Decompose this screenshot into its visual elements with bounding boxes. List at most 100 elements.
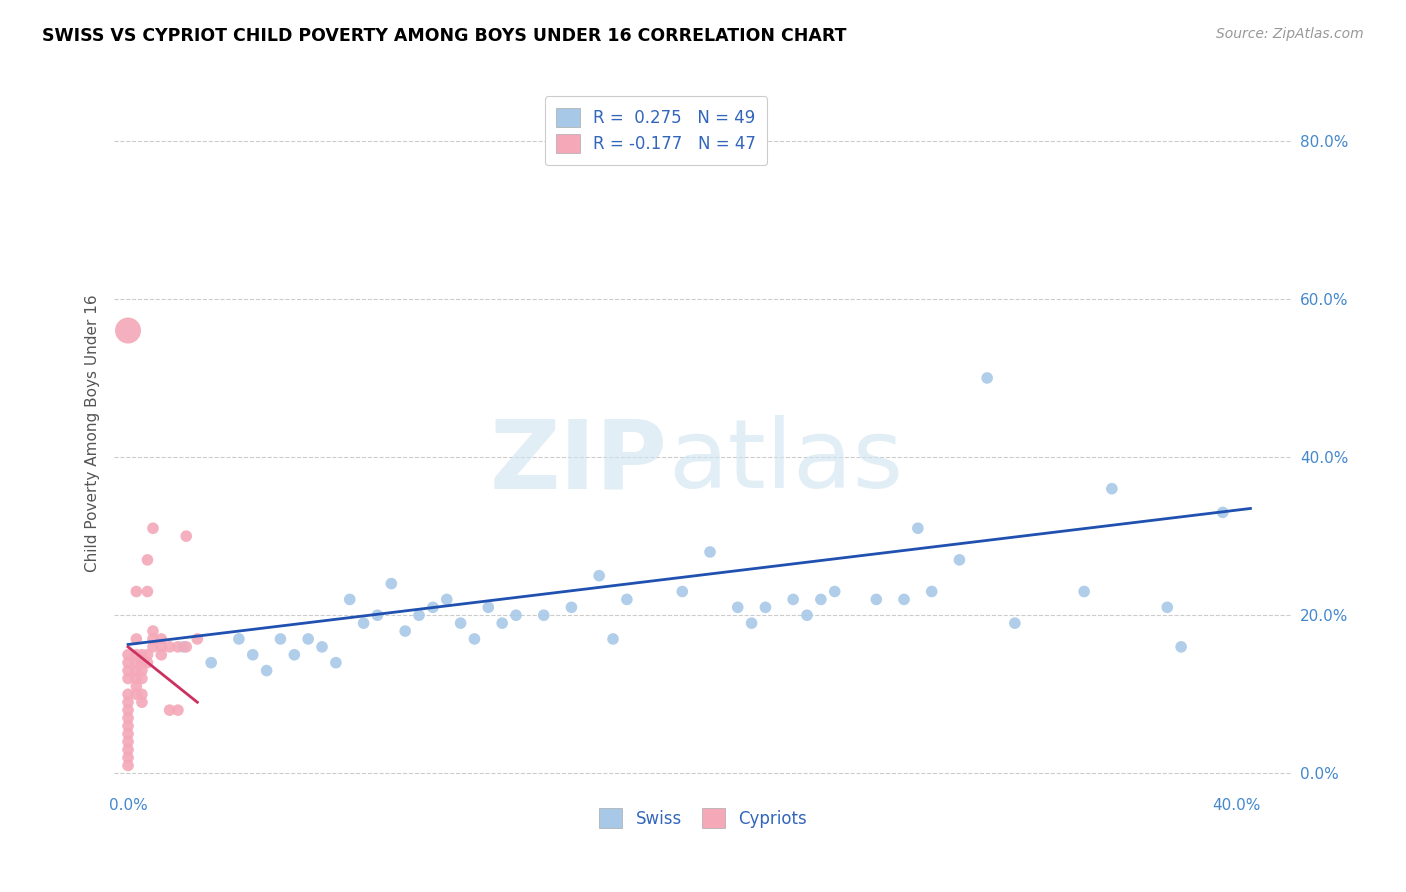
Point <box>167 640 190 654</box>
Point <box>1170 640 1192 654</box>
Point <box>893 592 915 607</box>
Point <box>200 656 222 670</box>
Point <box>131 648 153 662</box>
Point <box>353 616 375 631</box>
Point <box>125 648 148 662</box>
Point <box>159 703 181 717</box>
Text: ZIP: ZIP <box>489 416 668 508</box>
Point <box>325 656 347 670</box>
Point <box>117 735 139 749</box>
Point <box>283 648 305 662</box>
Point <box>125 632 148 646</box>
Point <box>186 632 208 646</box>
Point <box>125 672 148 686</box>
Legend: Swiss, Cypriots: Swiss, Cypriots <box>592 802 814 834</box>
Point <box>117 727 139 741</box>
Point <box>256 664 278 678</box>
Point <box>948 553 970 567</box>
Point <box>142 640 165 654</box>
Point <box>450 616 472 631</box>
Point <box>463 632 485 646</box>
Point <box>824 584 846 599</box>
Point <box>671 584 693 599</box>
Point <box>131 687 153 701</box>
Point <box>477 600 499 615</box>
Point <box>136 656 159 670</box>
Point <box>505 608 527 623</box>
Point <box>560 600 582 615</box>
Point <box>699 545 721 559</box>
Point <box>865 592 887 607</box>
Point <box>136 553 159 567</box>
Point <box>1156 600 1178 615</box>
Point <box>1101 482 1123 496</box>
Point <box>1073 584 1095 599</box>
Y-axis label: Child Poverty Among Boys Under 16: Child Poverty Among Boys Under 16 <box>86 294 100 572</box>
Point <box>125 584 148 599</box>
Point <box>131 672 153 686</box>
Point <box>741 616 763 631</box>
Point <box>117 695 139 709</box>
Point <box>297 632 319 646</box>
Point <box>125 664 148 678</box>
Point <box>422 600 444 615</box>
Point <box>142 632 165 646</box>
Point <box>921 584 943 599</box>
Point <box>131 664 153 678</box>
Text: atlas: atlas <box>668 416 903 508</box>
Point <box>131 695 153 709</box>
Point <box>117 758 139 772</box>
Point <box>142 624 165 638</box>
Point <box>172 640 194 654</box>
Point <box>588 568 610 582</box>
Point <box>150 640 173 654</box>
Point <box>616 592 638 607</box>
Point <box>174 640 197 654</box>
Point <box>810 592 832 607</box>
Point <box>142 521 165 535</box>
Point <box>150 648 173 662</box>
Point <box>117 687 139 701</box>
Text: SWISS VS CYPRIOT CHILD POVERTY AMONG BOYS UNDER 16 CORRELATION CHART: SWISS VS CYPRIOT CHILD POVERTY AMONG BOY… <box>42 27 846 45</box>
Point <box>117 711 139 725</box>
Point <box>408 608 430 623</box>
Point <box>117 648 139 662</box>
Point <box>602 632 624 646</box>
Point <box>159 640 181 654</box>
Point <box>228 632 250 646</box>
Point <box>339 592 361 607</box>
Point <box>117 719 139 733</box>
Point <box>796 608 818 623</box>
Point <box>436 592 458 607</box>
Point <box>727 600 749 615</box>
Point <box>117 742 139 756</box>
Point <box>1212 505 1234 519</box>
Point <box>1004 616 1026 631</box>
Point <box>117 672 139 686</box>
Point <box>117 324 139 338</box>
Point <box>167 703 190 717</box>
Point <box>131 656 153 670</box>
Point <box>242 648 264 662</box>
Point <box>150 632 173 646</box>
Point <box>366 608 388 623</box>
Point <box>125 656 148 670</box>
Point <box>117 703 139 717</box>
Point <box>976 371 998 385</box>
Point <box>311 640 333 654</box>
Point <box>125 687 148 701</box>
Point <box>136 648 159 662</box>
Point <box>269 632 291 646</box>
Point <box>117 664 139 678</box>
Point <box>380 576 402 591</box>
Point <box>782 592 804 607</box>
Point <box>117 750 139 764</box>
Point <box>174 529 197 543</box>
Point <box>136 584 159 599</box>
Point <box>907 521 929 535</box>
Point <box>491 616 513 631</box>
Text: Source: ZipAtlas.com: Source: ZipAtlas.com <box>1216 27 1364 41</box>
Point <box>125 680 148 694</box>
Point <box>754 600 776 615</box>
Point <box>533 608 555 623</box>
